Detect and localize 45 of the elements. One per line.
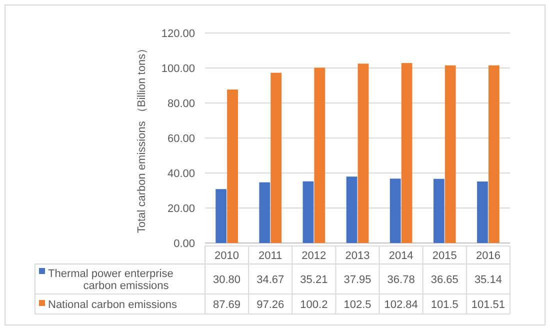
bar (444, 65, 456, 243)
y-tick-label: 20.00 (167, 202, 195, 215)
data-label: 35.14 (474, 274, 502, 286)
legend-label: Thermal power enterprise carbon emissions (48, 268, 174, 292)
bar (477, 182, 488, 243)
bar (227, 90, 238, 243)
data-label: 101.5 (430, 298, 458, 311)
x-tick-label: 2015 (432, 250, 457, 262)
data-label: 102.5 (344, 298, 372, 311)
bar (314, 68, 326, 243)
x-tick-label: 2013 (345, 250, 370, 262)
x-tick-label: 2016 (476, 250, 500, 262)
bar (358, 64, 369, 243)
data-label: 97.26 (256, 298, 284, 311)
data-label: 101.51 (471, 298, 506, 311)
data-label: 34.67 (256, 274, 284, 286)
legend-label: National carbon emissions (48, 298, 178, 311)
y-tick-label: 100.00 (161, 62, 195, 75)
bar (259, 182, 270, 243)
bar (302, 181, 314, 243)
x-tick-label: 2010 (214, 250, 240, 262)
y-tick-label: 60.00 (167, 132, 195, 145)
data-label: 36.65 (430, 274, 458, 286)
x-tick-label: 2012 (302, 250, 326, 262)
data-label: 37.95 (344, 274, 372, 286)
data-label: 100.2 (300, 298, 328, 311)
bar (488, 65, 500, 243)
data-label: 102.84 (384, 298, 418, 311)
y-tick-label: 120.00 (161, 28, 195, 40)
y-axis-title: Total carbon emissions （Billion tons） (136, 42, 148, 234)
bar (433, 178, 444, 243)
bar (401, 63, 412, 243)
data-label: 36.78 (387, 274, 415, 286)
data-label: 30.80 (213, 274, 241, 286)
x-tick-label: 2014 (388, 250, 414, 262)
y-tick-label: 80.00 (167, 98, 195, 110)
y-tick-label: 0.00 (174, 238, 195, 250)
bar (270, 72, 282, 243)
bar (216, 189, 227, 243)
y-tick-label: 40.00 (167, 168, 195, 180)
bar (390, 178, 401, 243)
data-label: 35.21 (300, 274, 328, 286)
x-tick-label: 2011 (258, 250, 282, 262)
bar (346, 176, 358, 243)
data-label: 87.69 (213, 298, 241, 311)
